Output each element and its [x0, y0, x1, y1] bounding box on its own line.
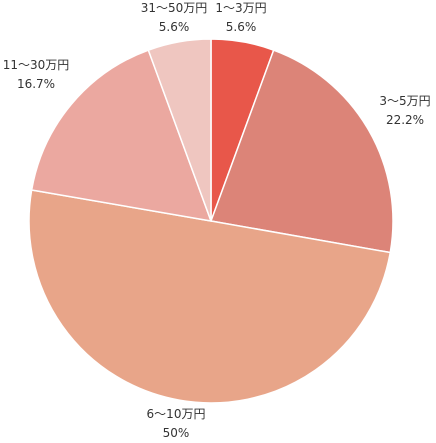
- slice-percent-label: 22.2%: [386, 113, 424, 127]
- pie-slice: [30, 49, 213, 222]
- slice-category-label: 11〜30万円: [3, 58, 70, 72]
- slice-category-label: 1〜3万円: [215, 1, 266, 15]
- pie-slices: [28, 38, 394, 404]
- pie-slice: [147, 38, 212, 222]
- slice-percent-label: 50%: [163, 426, 190, 440]
- slice-category-label: 3〜5万円: [379, 94, 430, 108]
- slice-percent-label: 5.6%: [226, 20, 257, 34]
- pie-labels: 1〜3万円 5.6% 3〜5万円 22.2% 6〜10万円 50% 11〜30万円 16.7%…: [3, 1, 431, 440]
- pie-slice: [209, 49, 394, 254]
- slice-category-label: 6〜10万円: [147, 407, 206, 421]
- slice-percent-label: 16.7%: [17, 77, 55, 91]
- slice-category-label: 31〜50万円: [141, 1, 208, 15]
- slice-percent-label: 5.6%: [159, 20, 190, 34]
- pie-slice: [28, 189, 392, 404]
